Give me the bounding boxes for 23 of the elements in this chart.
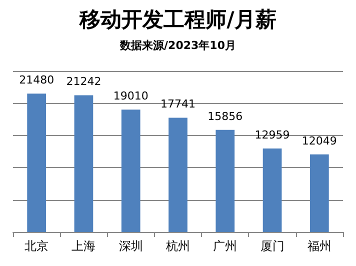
data-label: 21480 [19, 74, 54, 87]
x-tick-label: 厦门 [260, 239, 284, 253]
data-label: 15856 [208, 110, 243, 123]
bar [168, 118, 188, 232]
data-label: 17741 [160, 98, 196, 111]
bar [27, 94, 46, 232]
x-tick-label: 上海 [72, 239, 96, 253]
x-tick-label: 深圳 [118, 239, 143, 253]
data-label: 12959 [254, 128, 290, 142]
chart-subtitle: 数据来源/2023年10月 [119, 39, 236, 52]
bar [262, 148, 282, 232]
bar [74, 95, 94, 232]
x-tick-label: 广州 [213, 239, 238, 253]
bar [121, 110, 140, 232]
bar [310, 154, 329, 232]
x-tick-label: 福州 [307, 239, 332, 253]
data-label: 12049 [302, 134, 337, 148]
x-tick-label: 北京 [24, 239, 49, 253]
bar [216, 130, 235, 232]
data-label: 21242 [66, 75, 102, 88]
x-tick-label: 杭州 [165, 239, 190, 253]
data-label: 19010 [113, 90, 148, 103]
chart-title: 移动开发工程师/月薪 [78, 8, 276, 32]
